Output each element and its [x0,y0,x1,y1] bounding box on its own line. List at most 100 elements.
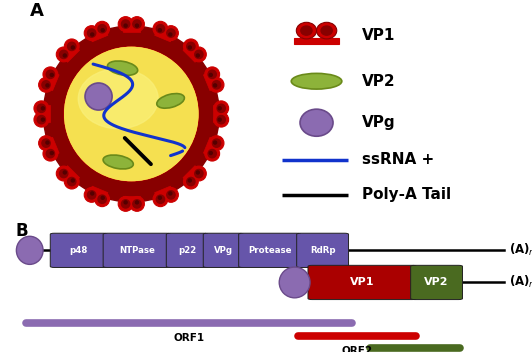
Polygon shape [123,25,140,32]
Circle shape [159,29,161,32]
Circle shape [156,195,164,203]
Circle shape [133,20,141,28]
Ellipse shape [292,73,342,89]
Circle shape [184,174,198,189]
Circle shape [195,50,203,58]
Circle shape [209,73,212,76]
Ellipse shape [78,69,158,128]
Text: A: A [30,2,44,20]
Circle shape [156,25,164,33]
Circle shape [118,196,133,211]
Circle shape [71,46,74,49]
Circle shape [65,48,198,181]
Text: VPg: VPg [362,115,395,130]
Circle shape [124,24,127,27]
Circle shape [41,118,45,121]
Ellipse shape [103,155,134,169]
Circle shape [56,166,71,181]
Circle shape [296,22,317,39]
Circle shape [218,118,221,121]
Circle shape [39,77,54,92]
Circle shape [90,192,94,195]
Circle shape [118,17,133,31]
Circle shape [214,112,229,127]
Circle shape [56,47,71,62]
Text: ssRNA +: ssRNA + [362,152,434,167]
Polygon shape [203,137,217,156]
Circle shape [43,146,58,161]
Circle shape [208,150,217,158]
Circle shape [212,139,221,147]
Circle shape [121,20,130,28]
Text: (A)$_n$: (A)$_n$ [509,275,532,290]
Circle shape [167,191,175,199]
Circle shape [42,81,50,89]
Circle shape [195,169,203,178]
Polygon shape [89,29,108,42]
Text: VP1: VP1 [362,28,395,43]
FancyBboxPatch shape [297,233,348,268]
Text: ORF2: ORF2 [342,346,373,352]
Polygon shape [46,72,59,90]
Circle shape [188,46,192,49]
Circle shape [192,166,206,181]
Circle shape [87,191,96,199]
Circle shape [43,67,58,82]
Circle shape [169,192,172,195]
Circle shape [208,70,217,78]
Circle shape [84,188,99,202]
Circle shape [205,67,220,82]
Circle shape [196,171,200,174]
Circle shape [217,115,226,124]
Circle shape [218,107,221,110]
Text: p48: p48 [70,246,88,255]
Polygon shape [89,186,108,199]
Circle shape [136,24,138,27]
Circle shape [90,33,94,36]
Ellipse shape [157,94,185,108]
FancyBboxPatch shape [50,233,107,268]
Circle shape [159,196,161,199]
Circle shape [63,171,66,174]
Circle shape [51,73,53,76]
Circle shape [217,104,226,112]
Polygon shape [43,106,49,122]
Text: RdRp: RdRp [310,246,335,255]
Circle shape [65,48,198,181]
Circle shape [43,26,219,202]
Text: VP2: VP2 [425,277,449,288]
Circle shape [124,201,127,204]
Circle shape [205,146,220,161]
Text: VP2: VP2 [362,74,395,89]
Circle shape [192,47,206,62]
Circle shape [51,151,53,155]
Text: B: B [16,222,29,240]
Circle shape [34,101,49,116]
Ellipse shape [107,61,138,75]
Circle shape [37,104,46,112]
Text: Poly-A Tail: Poly-A Tail [362,187,451,202]
Circle shape [60,169,68,178]
Text: VP1: VP1 [350,277,375,288]
Text: VPg: VPg [214,246,233,255]
FancyBboxPatch shape [203,233,243,268]
Circle shape [95,192,110,207]
Circle shape [39,136,54,151]
Circle shape [101,29,104,32]
Circle shape [98,195,106,203]
Circle shape [187,177,195,186]
Circle shape [64,39,79,54]
Circle shape [196,54,200,57]
Circle shape [214,141,217,144]
Circle shape [85,83,112,110]
Circle shape [130,17,144,31]
Circle shape [37,115,46,124]
Circle shape [163,26,178,40]
Text: (A)$_n$: (A)$_n$ [509,242,532,258]
Circle shape [41,107,45,110]
Circle shape [184,39,198,54]
Circle shape [214,84,217,87]
Circle shape [63,54,66,57]
FancyBboxPatch shape [411,265,462,300]
Polygon shape [213,106,220,122]
